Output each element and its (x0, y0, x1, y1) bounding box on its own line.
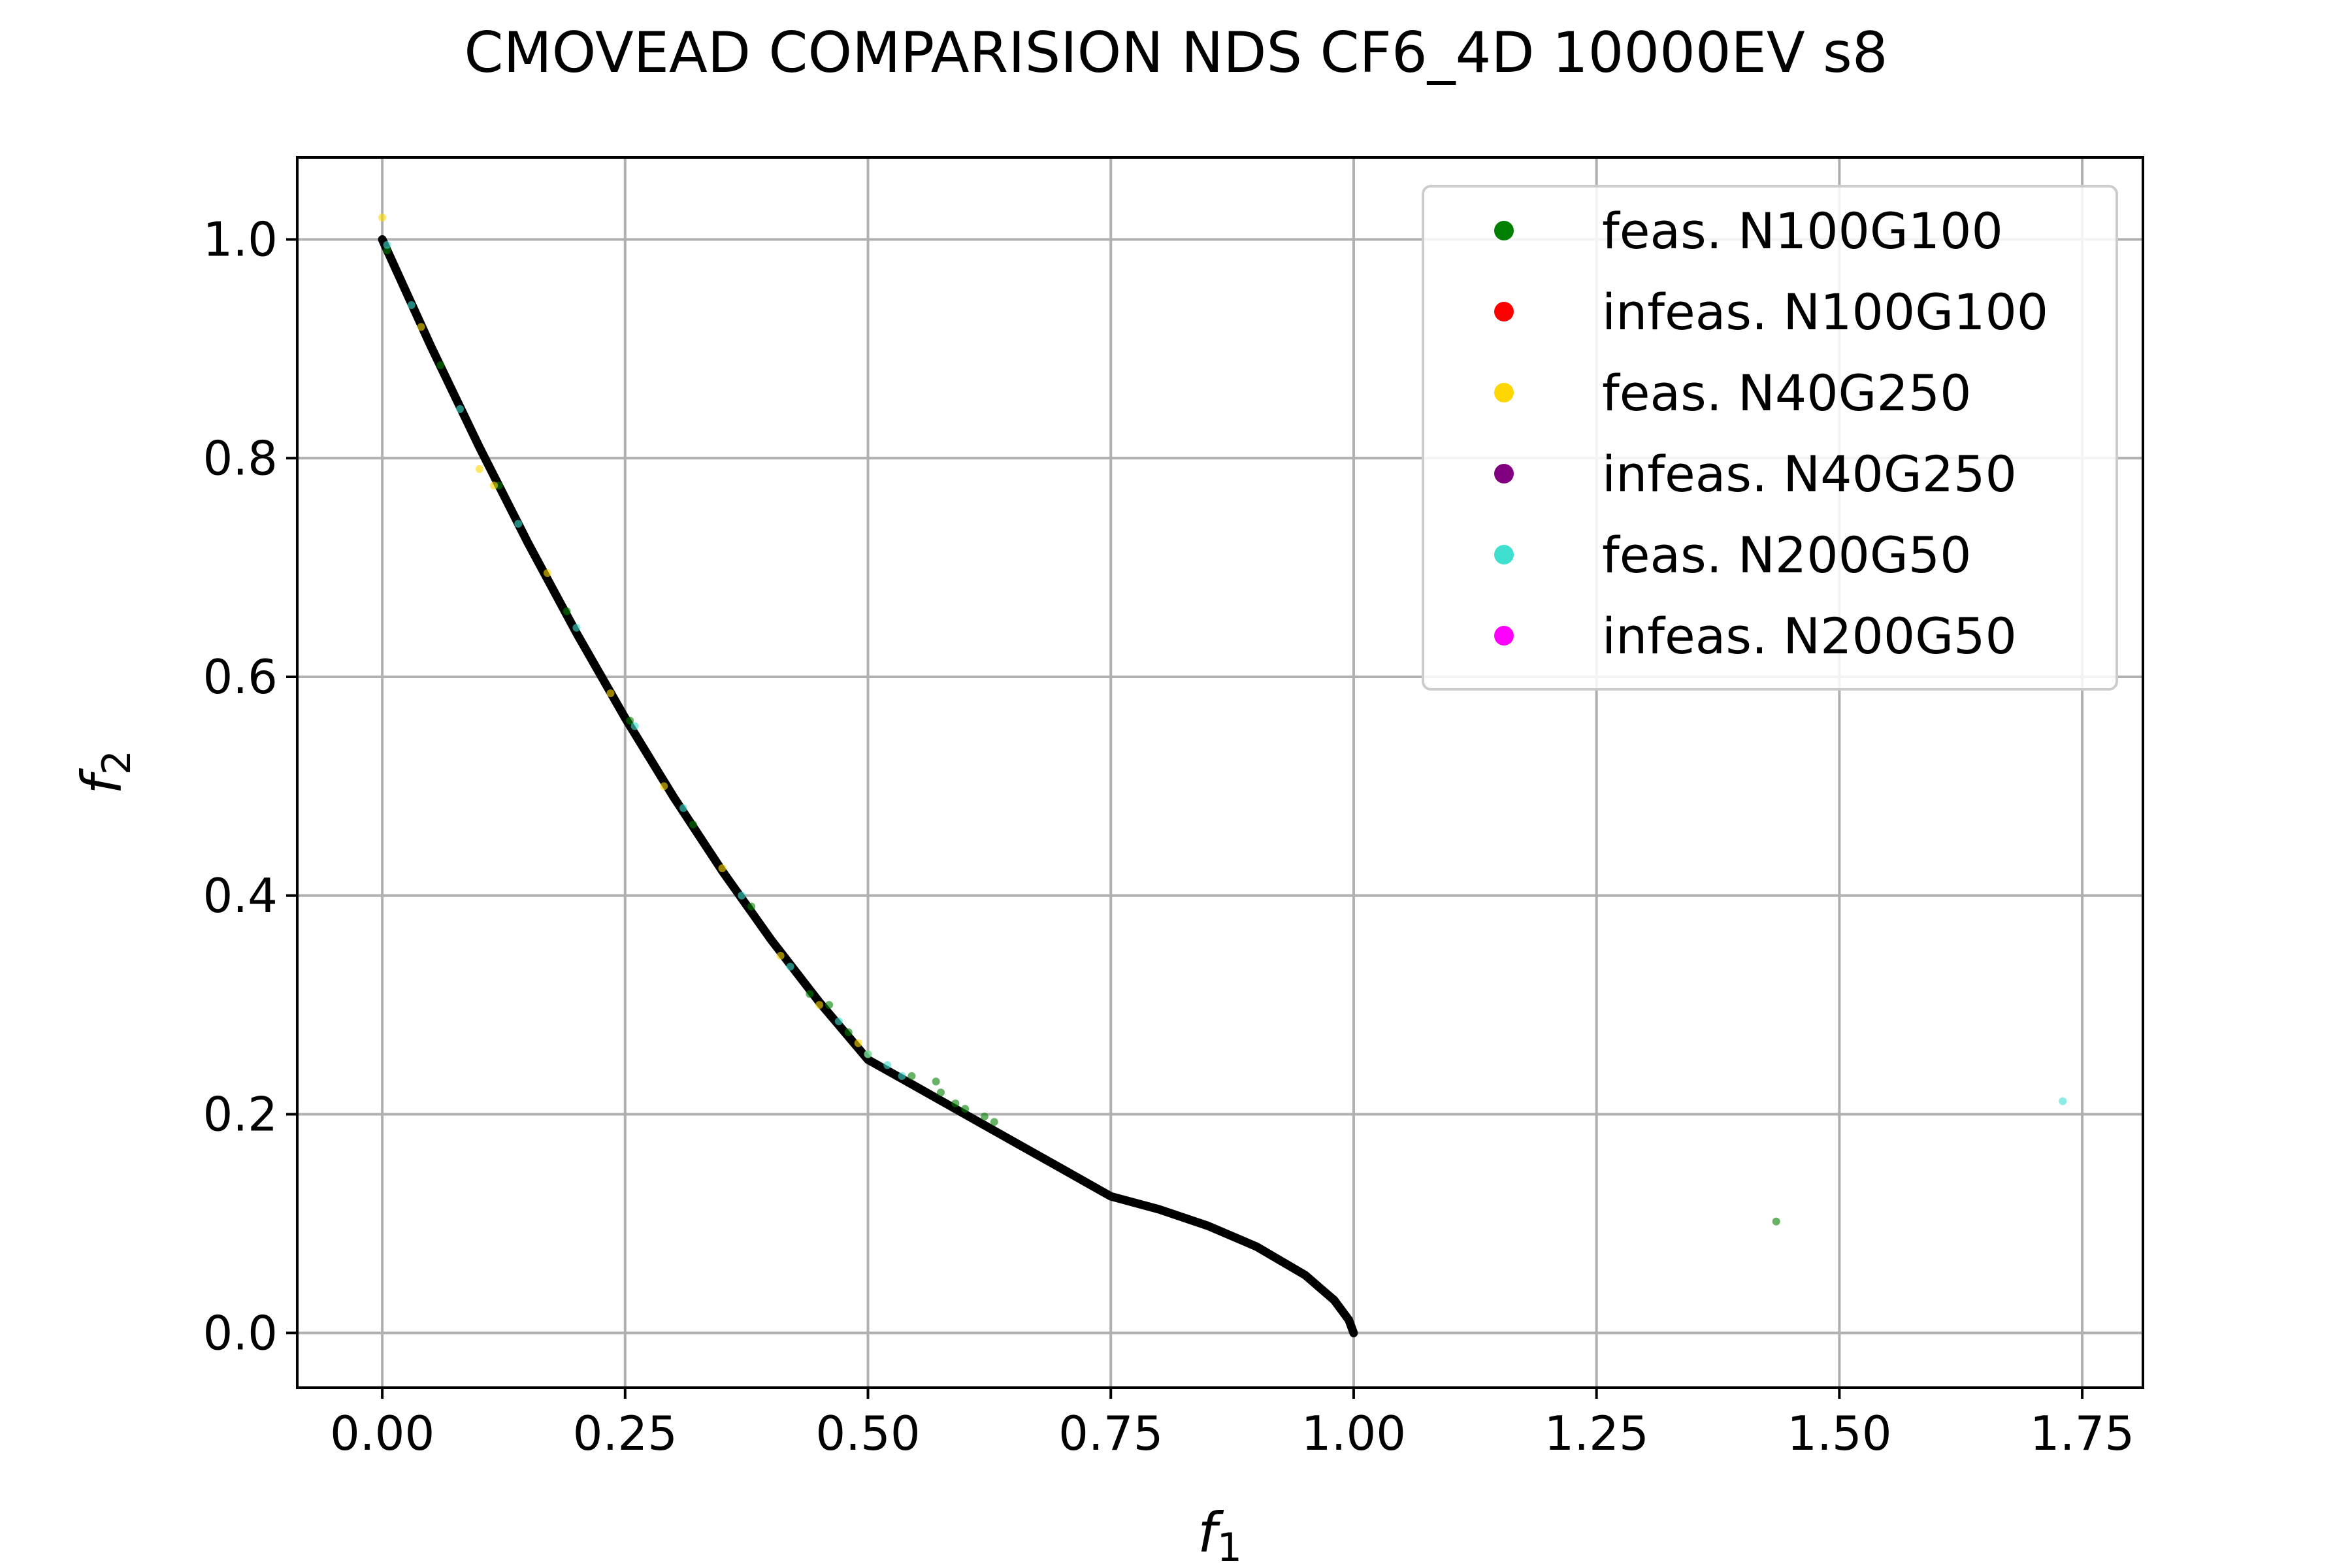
y-tick-label: 0.8 (203, 431, 278, 485)
data-point (961, 1105, 970, 1113)
y-tick-label: 0.6 (203, 649, 278, 704)
x-tick-label: 0.75 (1058, 1406, 1163, 1461)
data-point (718, 864, 727, 872)
legend-label: infeas. N40G250 (1602, 445, 2017, 503)
data-point (626, 716, 634, 725)
data-point (786, 962, 794, 971)
x-tick-label: 0.00 (330, 1406, 434, 1461)
legend-marker (1494, 302, 1514, 321)
data-point (747, 902, 756, 911)
legend-label: feas. N200G50 (1602, 526, 1972, 584)
y-axis-label: f2 (70, 750, 140, 794)
data-point (606, 689, 615, 698)
data-point (436, 361, 445, 370)
data-point (572, 623, 581, 632)
legend-marker (1494, 383, 1514, 402)
data-points (378, 214, 2067, 1226)
x-axis-ticks: 0.00 0.25 0.50 0.75 1.00 1.25 1.50 1.75 (330, 1388, 2134, 1461)
data-point (776, 951, 785, 960)
y-axis-label-sub: 2 (94, 750, 140, 775)
data-point (456, 404, 465, 413)
legend-marker (1494, 545, 1514, 564)
data-point (883, 1061, 892, 1070)
data-point (815, 1001, 824, 1009)
y-tick-label: 0.0 (203, 1305, 278, 1360)
x-tick-label: 0.25 (573, 1406, 678, 1461)
data-point (563, 607, 571, 615)
data-point (844, 1028, 853, 1037)
data-point (854, 1039, 862, 1047)
data-point (951, 1099, 960, 1107)
x-axis-label-sub: 1 (1217, 1525, 1242, 1568)
data-point (990, 1118, 998, 1126)
pareto-front (378, 235, 1358, 1337)
legend-marker (1494, 626, 1514, 645)
legend-box (1422, 185, 2118, 691)
data-point (907, 1071, 916, 1080)
x-tick-label: 1.00 (1301, 1406, 1406, 1461)
data-point (417, 323, 425, 331)
data-point (689, 821, 697, 829)
legend-label: feas. N40G250 (1602, 364, 1972, 422)
data-point (980, 1112, 988, 1120)
data-point (383, 246, 391, 255)
data-point (514, 519, 523, 528)
x-tick-label: 1.50 (1787, 1406, 1891, 1461)
legend-label: infeas. N200G50 (1602, 607, 2017, 665)
data-point (937, 1088, 945, 1097)
data-point (679, 804, 688, 812)
data-point (864, 1050, 872, 1058)
y-tick-label: 0.2 (203, 1087, 278, 1142)
y-tick-label: 1.0 (203, 212, 278, 267)
data-point (825, 1001, 834, 1009)
legend-label: infeas. N100G100 (1602, 283, 2048, 341)
data-point (383, 240, 391, 249)
data-point (834, 1017, 843, 1026)
data-point (407, 301, 416, 309)
data-point (378, 214, 387, 222)
data-point (1772, 1217, 1780, 1226)
legend-label: feas. N100G100 (1602, 202, 2003, 260)
legend-marker (1494, 464, 1514, 483)
data-point (806, 990, 814, 998)
data-point (630, 722, 639, 730)
chart-title: CMOVEAD COMPARISION NDS CF6_4D 10000EV s… (464, 20, 1887, 86)
y-axis-ticks: 0.0 0.2 0.4 0.6 0.8 1.0 (203, 212, 297, 1360)
data-point (543, 569, 551, 578)
data-point (490, 482, 498, 490)
data-point (475, 465, 483, 474)
x-tick-label: 1.25 (1544, 1406, 1648, 1461)
x-tick-label: 1.75 (2030, 1406, 2134, 1461)
y-tick-label: 0.4 (203, 868, 278, 923)
data-point (932, 1077, 940, 1086)
data-point (738, 891, 746, 900)
data-point (898, 1071, 906, 1080)
data-point (660, 782, 668, 791)
data-point (2059, 1097, 2067, 1105)
legend: feas. N100G100 infeas. N100G100 feas. N40G… (1422, 185, 2118, 691)
pareto-front-line (378, 235, 1358, 1337)
plot-frame (296, 156, 2144, 1389)
x-tick-label: 0.50 (815, 1406, 920, 1461)
legend-marker (1494, 221, 1514, 240)
